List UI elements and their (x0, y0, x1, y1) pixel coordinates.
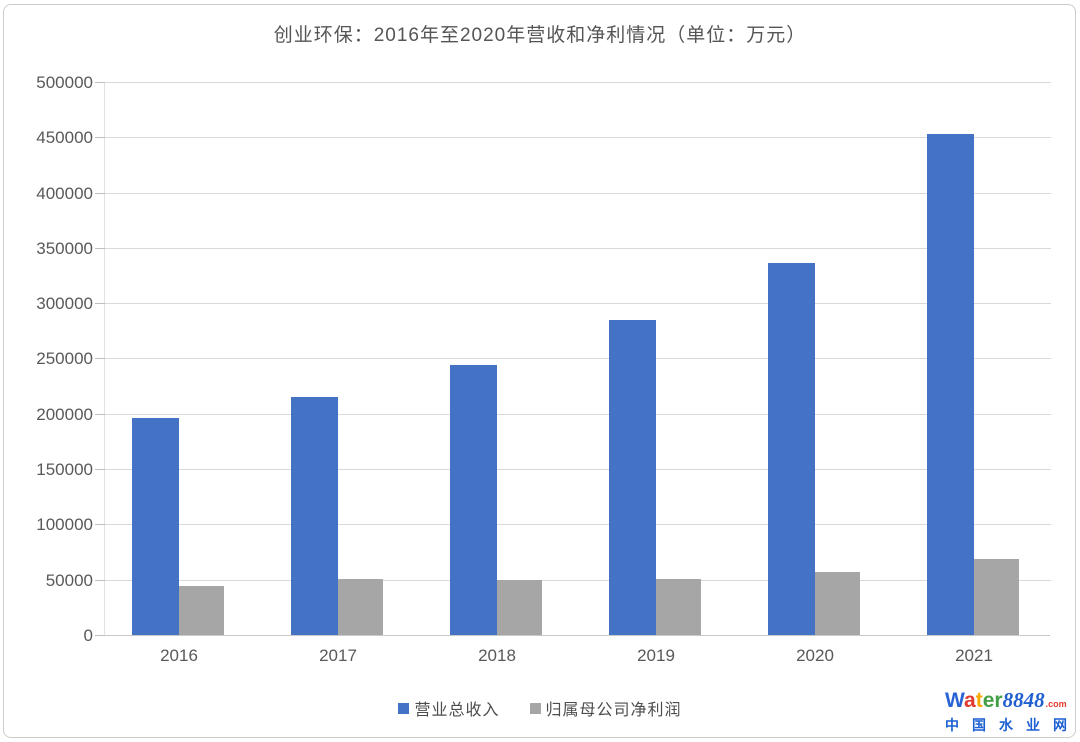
bar-revenue-2017 (291, 397, 338, 635)
legend-label-revenue: 营业总收入 (414, 702, 500, 719)
logo-letter: W (945, 689, 965, 712)
y-axis-tick-label: 450000 (36, 128, 93, 147)
logo-subtitle-char: 业 (1026, 717, 1040, 733)
logo-subtitle-char: 中 (945, 717, 959, 733)
x-axis-label-2016: 2016 (160, 646, 198, 665)
y-axis-tick (95, 469, 105, 470)
water8848-logo: Water 8848 .com 中国水业网 (945, 688, 1071, 734)
gridline (105, 414, 1051, 415)
logo-tld: .com (1045, 699, 1067, 709)
gridline (105, 303, 1051, 304)
y-axis-tick-label: 350000 (36, 239, 93, 258)
y-axis-tick (95, 303, 105, 304)
bar-net-profit-2017 (338, 579, 383, 635)
gridline (105, 137, 1051, 138)
bar-net-profit-2019 (656, 579, 701, 635)
logo-letter: t (975, 689, 983, 712)
gridline (105, 358, 1051, 359)
legend-swatch-revenue (398, 702, 410, 714)
gridline (105, 82, 1051, 83)
x-axis-label-2017: 2017 (319, 646, 357, 665)
chart-title: 创业环保：2016年至2020年营收和净利情况（单位：万元） (273, 25, 807, 46)
legend-item-revenue: 营业总收入 (398, 696, 499, 720)
y-axis-tick-label: 100000 (36, 515, 93, 534)
bar-net-profit-2018 (497, 580, 542, 635)
logo-subtitle-char: 国 (972, 717, 986, 733)
gridline (105, 248, 1051, 249)
bar-net-profit-2016 (179, 586, 224, 635)
y-axis-tick (95, 414, 105, 415)
y-axis-tick (95, 580, 105, 581)
y-axis-tick-label: 200000 (36, 405, 93, 424)
x-axis-label-2021: 2021 (955, 646, 993, 665)
legend-swatch-net-profit (529, 702, 541, 714)
bar-revenue-2016 (132, 418, 179, 635)
y-axis-tick (95, 137, 105, 138)
y-axis-tick-label: 500000 (36, 73, 93, 92)
y-axis-tick-label: 400000 (36, 184, 93, 203)
y-axis-tick-label: 50000 (45, 571, 93, 590)
y-axis-tick-label: 150000 (36, 460, 93, 479)
logo-wordmark: Water 8848 .com (945, 688, 1071, 713)
bar-net-profit-2021 (974, 559, 1019, 635)
y-axis-tick (95, 635, 105, 636)
y-axis-tick (95, 193, 105, 194)
x-axis-label-2019: 2019 (637, 646, 675, 665)
logo-number: 8848 (1002, 688, 1045, 712)
y-axis-tick-label: 300000 (36, 294, 93, 313)
legend-item-net-profit: 归属母公司净利润 (529, 696, 682, 720)
bar-net-profit-2020 (815, 572, 860, 635)
bar-revenue-2018 (450, 365, 497, 635)
x-axis-label-2018: 2018 (478, 646, 516, 665)
logo-brand-text: Water (945, 689, 1003, 713)
y-axis-tick (95, 248, 105, 249)
logo-subtitle-char: 网 (1053, 717, 1067, 733)
gridline (105, 193, 1051, 194)
y-axis-tick (95, 358, 105, 359)
logo-letter: a (964, 689, 976, 712)
chart-legend: 营业总收入 归属母公司净利润 (0, 696, 1080, 720)
logo-letter: r (994, 689, 1003, 712)
y-axis-tick (95, 82, 105, 83)
logo-subtitle: 中国水业网 (945, 715, 1067, 735)
bar-revenue-2019 (609, 320, 656, 635)
y-axis-tick (95, 524, 105, 525)
gridline (105, 469, 1051, 470)
y-axis-tick-label: 0 (83, 626, 93, 645)
gridline (105, 580, 1051, 581)
logo-letter: e (982, 689, 995, 712)
y-axis-tick-label: 250000 (36, 349, 93, 368)
plot-area: 0 50000 100000 150000 200000 250000 300000 3500… (36, 74, 1051, 665)
bar-revenue-2020 (768, 263, 815, 635)
x-axis-label-2020: 2020 (796, 646, 834, 665)
legend-label-net-profit: 归属母公司净利润 (545, 702, 682, 719)
bar-revenue-2021 (927, 134, 974, 635)
gridline (105, 524, 1051, 525)
logo-subtitle-char: 水 (999, 717, 1013, 733)
